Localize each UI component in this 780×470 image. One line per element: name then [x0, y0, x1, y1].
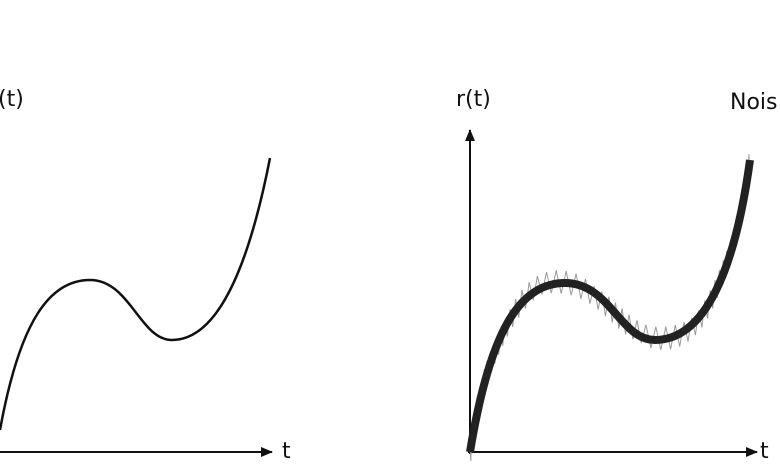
right-curve	[466, 159, 754, 453]
right-x-label: t	[760, 439, 769, 464]
annotation: Nois	[730, 90, 778, 115]
left-x-label: t	[282, 439, 291, 464]
right-y-label: r(t)	[456, 87, 491, 112]
left-curve	[0, 157, 272, 431]
left-y-label: (t)	[0, 87, 24, 112]
